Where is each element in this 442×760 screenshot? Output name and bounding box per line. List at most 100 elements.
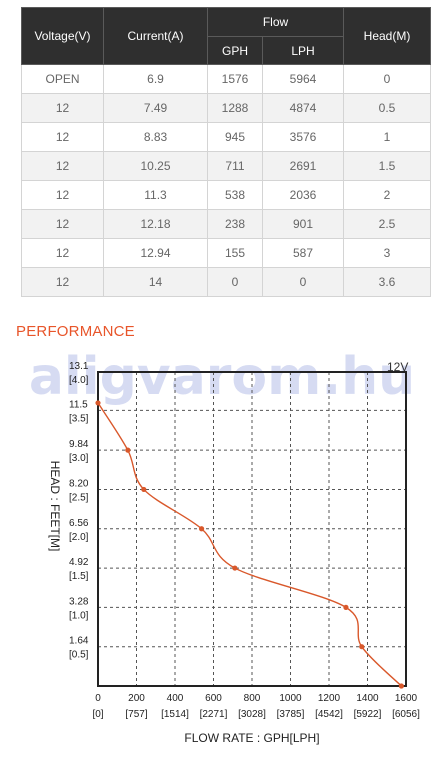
watermark: aligvarom.hu [29,347,415,407]
cell-head: 0 [343,64,431,94]
cell-gph: 238 [207,209,263,239]
header-voltage: Voltage(V) [21,7,104,65]
data-point [125,447,131,453]
grid [98,372,406,686]
data-point [95,400,101,406]
y-tick-label-m: [2.0] [69,532,89,543]
table-row: 12 7.49 1288 4874 0.5 [21,93,431,123]
cell-current: 12.94 [103,238,208,268]
cell-lph: 5964 [262,64,344,94]
cell-current: 14 [103,267,208,297]
y-tick-label: 1.64 [69,636,89,647]
y-tick-label-m: [4.0] [69,375,89,386]
y-tick-label-m: [3.5] [69,413,89,424]
header-gph: GPH [207,36,263,65]
x-tick-label: 400 [167,693,184,704]
y-tick-label: 9.84 [69,439,89,450]
cell-lph: 2691 [262,151,344,181]
cell-lph: 2036 [262,180,344,210]
data-point [141,486,147,493]
header-head: Head(M) [343,7,431,65]
x-tick-label: 200 [128,693,145,704]
cell-head: 2 [343,180,431,210]
x-tick-label-lph: [757] [125,709,147,720]
x-tick-labels: 0 [0] 200 [757] 400 [1514] 600 [2271] 800 [3028] 1… [92,693,420,720]
cell-gph: 0 [207,267,263,297]
cell-head: 1.5 [343,151,431,181]
x-tick-label-lph: [1514] [161,709,189,720]
y-tick-label-m: [2.5] [69,492,89,503]
x-tick-label-lph: [2271] [200,709,228,720]
header-lph: LPH [262,36,344,65]
table-row: 12 8.83 945 3576 1 [21,122,431,152]
data-point [398,683,404,689]
x-tick-label: 1000 [279,693,302,704]
x-tick-label-lph: [5922] [354,709,382,720]
header-current: Current(A) [103,7,208,65]
data-point [359,644,365,650]
plot-frame [97,371,407,687]
data-points [95,400,404,689]
y-tick-label: 3.28 [69,596,89,607]
cell-head: 2.5 [343,209,431,239]
table-row: 12 10.25 711 2691 1.5 [21,151,431,181]
cell-lph: 4874 [262,93,344,123]
y-tick-label: 6.56 [69,518,89,529]
cell-current: 11.3 [103,180,208,210]
section-title: PERFORMANCE [16,323,135,340]
x-axis-label: FLOW RATE : GPH[LPH] [184,731,319,745]
y-tick-label-m: [0.5] [69,650,89,661]
data-point [198,526,205,532]
cell-gph: 538 [207,180,263,210]
table-row: 12 12.18 238 901 2.5 [21,209,431,239]
spec-table: Voltage(V) Current(A) Flow Head(M) GPH L… [21,7,431,297]
y-tick-labels: 1.64 [0.5] 3.28 [1.0] 4.92 [1.5] 6.56 [2.0] 8.20… [69,361,89,661]
cell-current: 12.18 [103,209,208,239]
cell-head: 3.6 [343,267,431,297]
x-tick-label-lph: [4542] [315,709,343,720]
voltage-label: 12V [387,360,408,374]
cell-current: 7.49 [103,93,208,123]
cell-voltage: 12 [21,209,104,239]
cell-head: 3 [343,238,431,268]
table-row: 12 12.94 155 587 3 [21,238,431,268]
x-tick-label: 1600 [395,693,418,704]
cell-voltage: 12 [21,267,104,297]
cell-current: 6.9 [103,64,208,94]
cell-head: 1 [343,122,431,152]
y-tick-label: 13.1 [69,361,89,372]
table-row: 12 14 0 0 3.6 [21,267,431,297]
x-tick-label: 600 [205,693,222,704]
y-tick-label-m: [1.5] [69,571,89,582]
performance-chart: aligvarom.hu 0 [0] 200 [757] 400 [1514] 600 [22… [29,347,420,745]
cell-voltage: 12 [21,180,104,210]
cell-head: 0.5 [343,93,431,123]
cell-voltage: 12 [21,151,104,181]
cell-voltage: OPEN [21,64,104,94]
cell-gph: 711 [207,151,263,181]
cell-gph: 1576 [207,64,263,94]
y-tick-label-m: [3.0] [69,453,89,464]
x-tick-label-lph: [0] [92,709,103,720]
cell-voltage: 12 [21,122,104,152]
cell-lph: 0 [262,267,344,297]
cell-lph: 901 [262,209,344,239]
y-tick-label: 4.92 [69,557,89,568]
cell-current: 8.83 [103,122,208,152]
y-axis-label: HEAD : FEET[M] [48,461,62,552]
cell-gph: 945 [207,122,263,152]
cell-lph: 3576 [262,122,344,152]
header-flow: Flow [207,7,344,37]
x-tick-label: 0 [95,693,101,704]
data-point [343,604,349,610]
cell-gph: 155 [207,238,263,268]
cell-gph: 1288 [207,93,263,123]
x-tick-label: 800 [244,693,261,704]
y-tick-label: 11.5 [69,399,88,410]
cell-lph: 587 [262,238,344,268]
x-tick-label: 1200 [318,693,341,704]
x-tick-label: 1400 [356,693,379,704]
cell-voltage: 12 [21,238,104,268]
y-tick-label: 8.20 [69,478,89,489]
x-tick-label-lph: [6056] [392,709,420,720]
